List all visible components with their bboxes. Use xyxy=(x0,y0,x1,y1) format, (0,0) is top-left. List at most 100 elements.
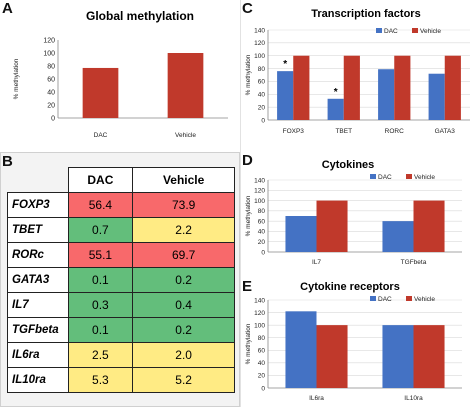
bar-dac xyxy=(277,71,294,120)
y-tick-label: 0 xyxy=(261,385,265,392)
panel-c: C Transcription factors 0 20 40 60 80 100 120 14… xyxy=(242,0,474,150)
legend-swatch xyxy=(370,174,376,179)
bar-vehicle xyxy=(316,325,348,388)
y-tick-label: 40 xyxy=(258,360,266,367)
table-header-vehicle: Vehicle xyxy=(132,167,235,193)
y-tick-label: 120 xyxy=(43,37,55,44)
legend-swatch xyxy=(376,28,382,33)
table-row: TGFbeta 0.1 0.2 xyxy=(7,317,235,343)
gene-name-cell: IL7 xyxy=(7,292,69,318)
legend-label: Vehicle xyxy=(420,28,441,35)
gene-name-cell: FOXP3 xyxy=(7,192,69,218)
y-tick-label: 0 xyxy=(261,249,265,256)
bar-vehicle xyxy=(444,55,461,120)
bar-vehicle xyxy=(413,325,445,388)
bar-dac xyxy=(285,311,317,388)
bar-vehicle xyxy=(394,55,411,120)
gene-name-cell: TBET xyxy=(7,217,69,243)
dac-value-cell: 0.7 xyxy=(67,217,134,243)
y-tick-label: 20 xyxy=(258,104,266,111)
methylation-table: DAC Vehicle FOXP3 56.4 73.9 TBET 0.7 2.2 RORc 5… xyxy=(7,167,235,393)
y-axis-label: % methylation xyxy=(245,54,252,95)
x-tick-label: RORC xyxy=(385,128,404,135)
table-row: FOXP3 56.4 73.9 xyxy=(7,192,235,218)
table-corner xyxy=(8,168,69,193)
chart-title: Transcription factors xyxy=(311,8,420,20)
chart-cytokines: Cytokines 0 20 40 60 80 100 120 140 % methylation… xyxy=(245,159,462,266)
y-tick-label: 80 xyxy=(47,63,55,70)
legend-label: DAC xyxy=(378,174,392,181)
bar xyxy=(167,53,204,118)
y-tick-label: 20 xyxy=(258,373,266,380)
vehicle-value-cell: 2.0 xyxy=(132,342,235,368)
panel-letter-d: D xyxy=(242,152,253,169)
significance-marker: * xyxy=(334,87,338,98)
table-row: GATA3 0.1 0.2 xyxy=(7,267,235,293)
legend-label: Vehicle xyxy=(414,174,435,181)
y-tick-label: 80 xyxy=(258,208,266,215)
panel-divider xyxy=(240,0,241,407)
vehicle-value-cell: 5.2 xyxy=(132,367,235,393)
bar-vehicle xyxy=(413,200,445,252)
y-tick-label: 60 xyxy=(258,348,266,355)
x-tick-label: TBET xyxy=(335,128,352,135)
x-tick-label: IL10ra xyxy=(404,395,423,402)
dac-value-cell: 0.1 xyxy=(67,317,134,343)
bar-vehicle xyxy=(316,200,348,252)
table-row: IL6ra 2.5 2.0 xyxy=(7,342,235,368)
x-tick-label: TGFbeta xyxy=(401,259,427,266)
legend-swatch xyxy=(412,28,418,33)
chart-title: Global methylation xyxy=(86,9,194,23)
y-tick-label: 40 xyxy=(258,92,266,99)
gene-name-cell: IL6ra xyxy=(7,342,69,368)
x-tick-label: Vehicle xyxy=(175,132,196,139)
table-row: TBET 0.7 2.2 xyxy=(7,217,235,243)
bar-vehicle xyxy=(343,55,360,120)
dac-value-cell: 56.4 xyxy=(67,192,134,218)
y-tick-label: 20 xyxy=(47,102,55,109)
methylation-table-panel: DAC Vehicle FOXP3 56.4 73.9 TBET 0.7 2.2 RORc 5… xyxy=(0,152,240,407)
dac-value-cell: 5.3 xyxy=(67,367,134,393)
panel-letter-c: C xyxy=(242,0,253,17)
dac-value-cell: 55.1 xyxy=(67,242,134,268)
panel-d: D Cytokines 0 20 40 60 80 100 120 140 % methylati… xyxy=(242,152,474,277)
y-tick-label: 140 xyxy=(254,297,265,304)
panel-letter-b: B xyxy=(2,153,13,170)
significance-marker: * xyxy=(283,59,287,70)
table-row: IL10ra 5.3 5.2 xyxy=(7,367,235,393)
chart-global-methylation: Global methylation 0 20 40 60 80 100 120 % methy… xyxy=(13,9,228,139)
y-tick-label: 140 xyxy=(254,177,265,184)
panel-e: E Cytokine receptors 0 20 40 60 80 100 120 140 % … xyxy=(242,278,474,407)
x-tick-label: FOXP3 xyxy=(283,128,305,135)
y-axis-label: % methylation xyxy=(245,323,252,364)
bar-dac xyxy=(382,221,414,252)
x-tick-label: DAC xyxy=(94,132,108,139)
table-header-row: DAC Vehicle xyxy=(8,167,235,193)
x-tick-label: IL6ra xyxy=(309,395,324,402)
panel-a: A Global methylation 0 20 40 60 80 100 120 % met… xyxy=(0,0,240,150)
bar-vehicle xyxy=(293,55,310,120)
dac-value-cell: 2.5 xyxy=(67,342,134,368)
y-tick-label: 120 xyxy=(254,310,265,317)
gene-name-cell: RORc xyxy=(7,242,69,268)
y-tick-label: 140 xyxy=(254,27,265,34)
vehicle-value-cell: 0.2 xyxy=(132,317,235,343)
legend-swatch xyxy=(370,296,376,301)
x-tick-label: IL7 xyxy=(312,259,321,266)
y-tick-label: 80 xyxy=(258,66,266,73)
gene-name-cell: TGFbeta xyxy=(7,317,69,343)
chart-transcription-factors: Transcription factors 0 20 40 60 80 100 120 140%… xyxy=(245,8,470,135)
y-tick-label: 40 xyxy=(258,229,266,236)
bar xyxy=(82,67,119,118)
legend-label: Vehicle xyxy=(414,296,435,303)
vehicle-value-cell: 2.2 xyxy=(132,217,235,243)
y-tick-label: 100 xyxy=(43,50,55,57)
vehicle-value-cell: 69.7 xyxy=(132,242,235,268)
bar-dac xyxy=(327,98,344,120)
y-tick-label: 0 xyxy=(51,115,55,122)
y-tick-label: 100 xyxy=(254,198,265,205)
bar-dac xyxy=(285,216,317,252)
y-tick-label: 100 xyxy=(254,53,265,60)
y-tick-label: 0 xyxy=(261,117,265,124)
dac-value-cell: 0.3 xyxy=(67,292,134,318)
